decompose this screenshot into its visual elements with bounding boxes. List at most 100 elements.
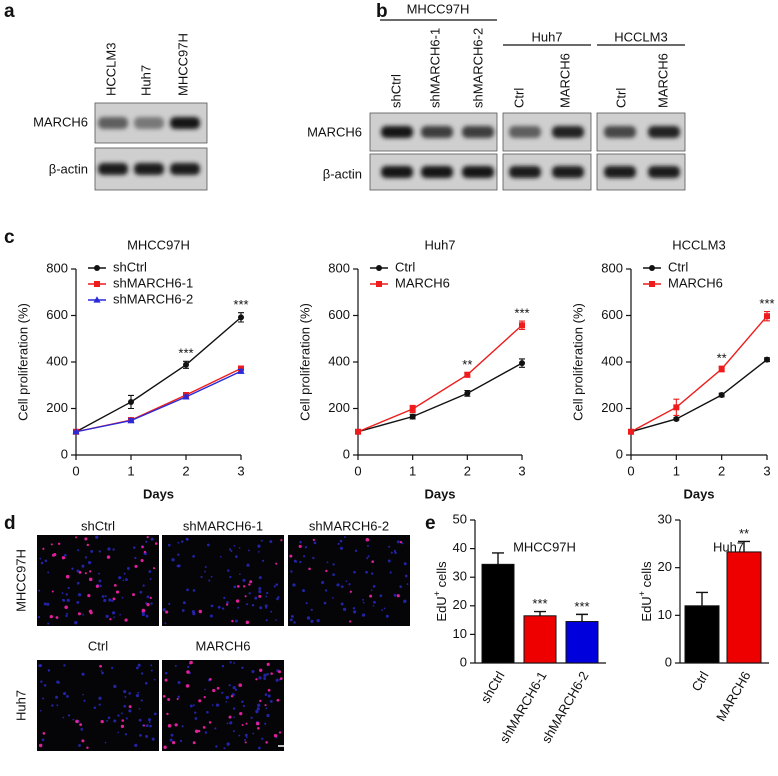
- nucleus: [117, 731, 120, 734]
- nucleus: [365, 570, 368, 574]
- nucleus: [264, 693, 268, 696]
- nucleus: [339, 539, 343, 543]
- nucleus: [394, 551, 397, 555]
- marker: [183, 361, 189, 368]
- nucleus: [87, 561, 92, 565]
- nucleus: [313, 541, 317, 545]
- marker: [764, 356, 770, 363]
- nucleus: [164, 622, 167, 625]
- edu-nucleus: [51, 553, 55, 557]
- nucleus: [255, 709, 259, 714]
- nucleus: [142, 584, 145, 587]
- edu-nucleus: [146, 536, 149, 539]
- image-title: shMARCH6-1: [183, 518, 263, 533]
- edu-nucleus: [51, 590, 54, 593]
- edu-nucleus: [50, 543, 53, 546]
- edu-nucleus: [77, 612, 82, 616]
- nucleus: [206, 543, 210, 547]
- marker: [519, 360, 525, 367]
- nucleus: [145, 602, 148, 605]
- nucleus: [215, 745, 218, 748]
- y-axis-label-part: EdU: [434, 596, 449, 621]
- nucleus: [76, 569, 80, 573]
- nucleus: [55, 695, 59, 699]
- nucleus: [257, 551, 260, 553]
- nucleus: [63, 664, 66, 667]
- nucleus: [76, 600, 80, 604]
- nucleus: [128, 692, 131, 695]
- edu-nucleus: [84, 537, 88, 541]
- significance: **: [739, 526, 749, 541]
- nucleus: [90, 550, 94, 553]
- bar: [481, 563, 515, 664]
- nucleus: [232, 686, 236, 690]
- nucleus: [342, 607, 347, 612]
- nucleus: [121, 596, 124, 599]
- row-label: MARCH6: [307, 124, 362, 139]
- image-title: MARCH6: [196, 638, 251, 653]
- y-tick-label: 400: [328, 353, 350, 368]
- nucleus: [366, 557, 369, 560]
- nucleus: [401, 542, 404, 545]
- legend-label: Ctrl: [395, 259, 415, 274]
- nucleus: [145, 614, 149, 618]
- nucleus: [107, 716, 111, 720]
- edu-nucleus: [146, 603, 150, 607]
- nucleus: [237, 606, 240, 609]
- edu-nucleus: [235, 599, 240, 603]
- x-tick-label: 3: [518, 463, 525, 478]
- nucleus: [148, 570, 152, 573]
- edu-nucleus: [128, 705, 132, 709]
- series-line: [75, 370, 242, 433]
- nucleus: [78, 744, 81, 747]
- nucleus: [149, 724, 152, 728]
- row-label: MHCC97H: [13, 549, 28, 612]
- y-axis-label-part: +: [637, 591, 647, 596]
- nucleus: [290, 570, 293, 573]
- nucleus: [47, 571, 50, 574]
- significance: ***: [514, 306, 529, 321]
- edu-nucleus: [399, 540, 403, 544]
- nucleus: [81, 564, 85, 568]
- nucleus: [316, 618, 320, 623]
- nucleus: [299, 540, 302, 544]
- edu-nucleus: [203, 696, 206, 699]
- nucleus: [275, 678, 279, 682]
- edu-nucleus: [244, 595, 247, 598]
- nucleus: [210, 604, 214, 608]
- panel-label: e: [425, 513, 436, 534]
- nucleus: [194, 717, 198, 720]
- nucleus: [148, 721, 151, 724]
- nucleus: [82, 693, 84, 696]
- y-tick-label: 0: [460, 654, 467, 669]
- edu-nucleus: [100, 719, 104, 724]
- nucleus: [248, 549, 250, 552]
- nucleus: [95, 535, 99, 539]
- nucleus: [138, 707, 141, 710]
- nucleus: [226, 742, 230, 746]
- edu-nucleus: [99, 664, 102, 668]
- blot-band: [462, 166, 494, 178]
- nucleus: [170, 733, 174, 737]
- series-line: [357, 362, 523, 433]
- marker: [128, 398, 134, 405]
- edu-nucleus: [88, 577, 93, 582]
- nucleus: [84, 556, 88, 559]
- edu-nucleus: [140, 558, 144, 563]
- edu-nucleus: [149, 596, 152, 600]
- nucleus: [362, 598, 364, 601]
- x-tick-label: MARCH6: [713, 669, 753, 724]
- marker: [464, 371, 471, 378]
- nucleus: [228, 548, 232, 551]
- marker: [238, 314, 244, 321]
- nucleus: [221, 607, 225, 610]
- nucleus: [254, 596, 258, 600]
- nucleus: [137, 691, 140, 694]
- nucleus: [76, 581, 80, 585]
- edu-nucleus: [141, 545, 144, 549]
- bar: [726, 551, 762, 664]
- nucleus: [393, 549, 397, 552]
- nucleus: [261, 737, 264, 740]
- edu-nucleus: [248, 583, 251, 586]
- nucleus: [125, 578, 128, 581]
